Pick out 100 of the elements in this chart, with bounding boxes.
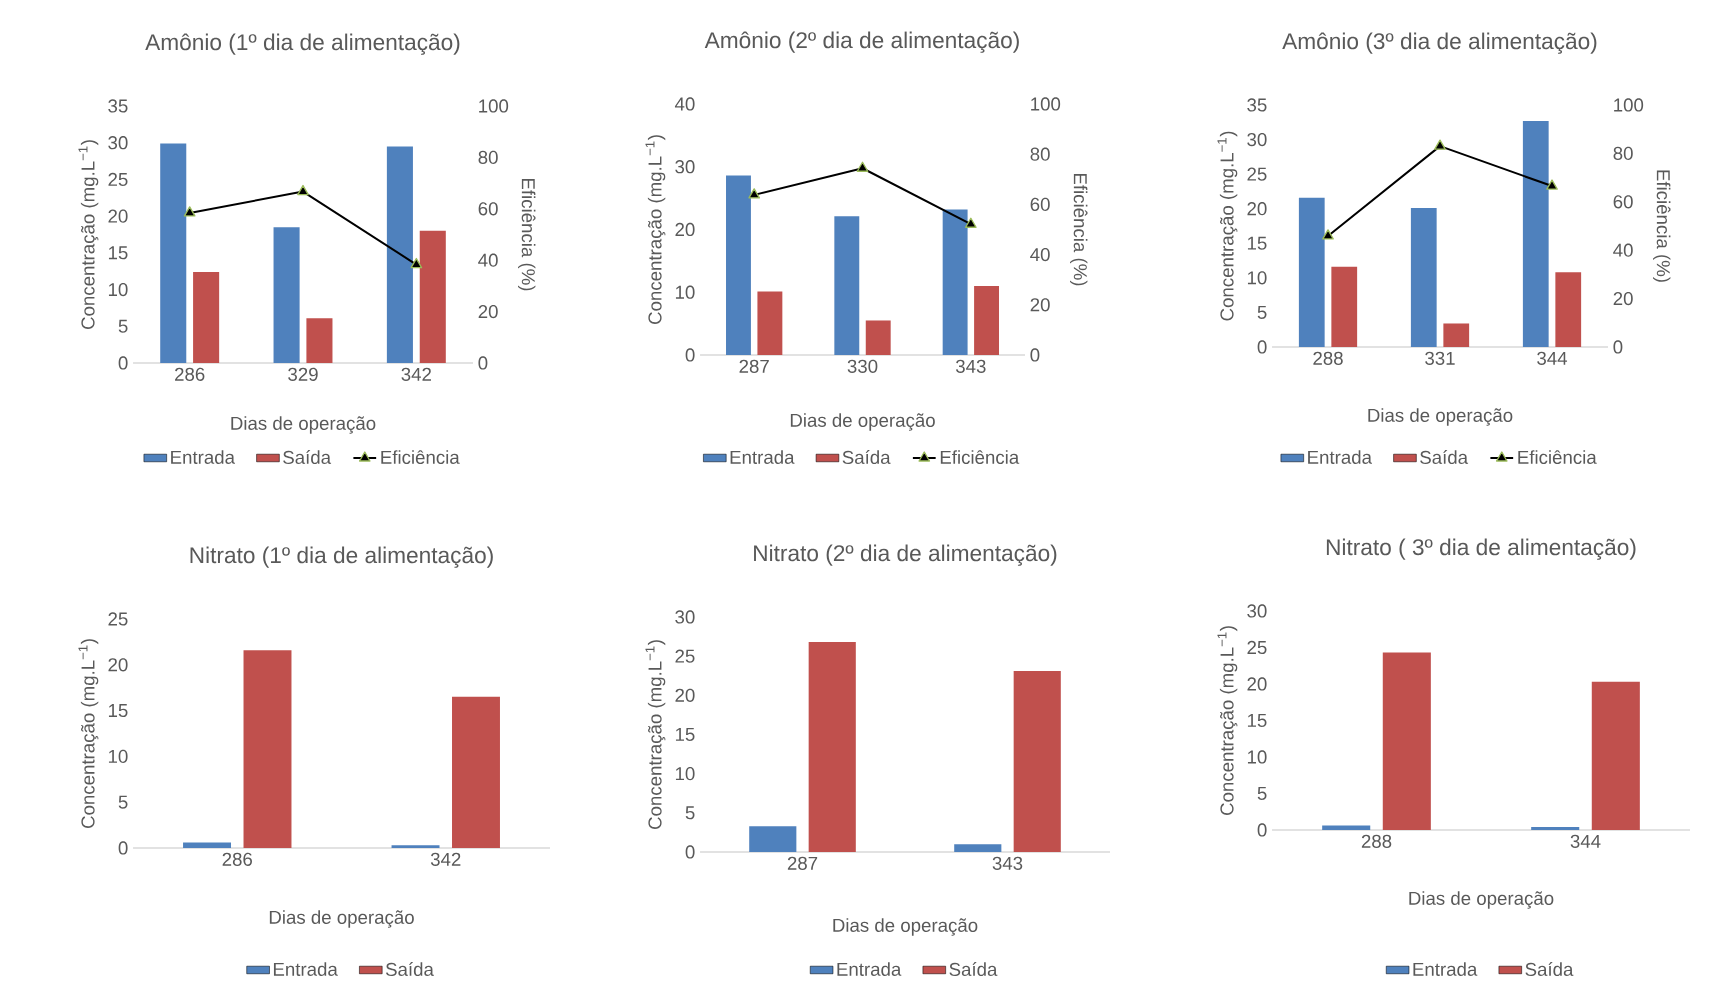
y-tick-label: 25 <box>108 172 128 187</box>
y-tick-label: 10 <box>675 285 695 299</box>
y-tick-label: 20 <box>108 209 128 223</box>
y-tick-label: 5 <box>1257 786 1267 801</box>
y2-tick-label: 0 <box>478 356 488 370</box>
x-tick-label: 342 <box>430 852 461 866</box>
bar <box>1322 825 1371 830</box>
bar <box>942 209 968 355</box>
legend-label: Saída <box>1525 962 1574 977</box>
y-tick-label: 15 <box>108 246 128 260</box>
bar <box>757 291 783 355</box>
legend-label: Eficiência <box>381 450 460 464</box>
bar <box>306 318 333 363</box>
legend-label: Entrada <box>1413 962 1478 976</box>
y-tick-label: 25 <box>108 612 128 626</box>
legend-label: Eficiência <box>940 450 1020 464</box>
y2-axis-title: Eficiência (%) <box>518 178 536 291</box>
point <box>410 257 423 269</box>
y2-tick-label: 60 <box>478 202 498 216</box>
y-tick-label: 0 <box>1257 340 1267 354</box>
legend-label: Saída <box>283 450 332 465</box>
chart-title: Amônio (1º dia de alimentação) <box>145 33 460 55</box>
x-tick-label: 331 <box>1425 351 1455 365</box>
y-axis-title: Concentração (mg.L$^{−1}$) <box>1217 626 1238 815</box>
y-tick-label: 5 <box>118 795 128 809</box>
bar <box>1410 208 1437 347</box>
bar <box>1591 681 1640 830</box>
y-tick-label: 0 <box>118 356 128 370</box>
x-tick-label: 286 <box>175 367 205 381</box>
bar <box>1555 272 1582 347</box>
y2-tick-label: 80 <box>1030 147 1050 161</box>
y-tick-label: 15 <box>1247 236 1267 250</box>
y-tick-label: 15 <box>675 727 695 742</box>
y-tick-label: 30 <box>1247 132 1267 147</box>
y-tick-label: 20 <box>1247 202 1267 216</box>
y-tick-label: 30 <box>108 136 128 150</box>
y-tick-label: 35 <box>108 99 128 113</box>
y-tick-label: 10 <box>1247 271 1267 285</box>
y-tick-label: 0 <box>685 348 695 362</box>
y-tick-label: 20 <box>108 658 128 672</box>
bar <box>834 216 860 355</box>
x-axis-title: Dias de operação <box>269 910 414 928</box>
x-tick-label: 286 <box>222 852 252 866</box>
chart-title: Nitrato ( 3º dia de alimentação) <box>1326 538 1636 560</box>
bar <box>974 285 1000 355</box>
y2-tick-label: 100 <box>479 99 509 113</box>
y-tick-label: 30 <box>675 610 695 624</box>
y2-tick-label: 60 <box>1030 197 1050 211</box>
bar <box>391 845 440 848</box>
y2-tick-label: 20 <box>1613 291 1633 306</box>
y2-tick-label: 100 <box>1031 97 1061 111</box>
point <box>183 206 196 217</box>
x-axis-title: Dias de operação <box>833 918 978 936</box>
point <box>297 184 309 196</box>
x-axis-title: Dias de operação <box>231 416 376 434</box>
point <box>1322 229 1334 240</box>
y2-tick-label: 40 <box>1613 243 1633 257</box>
y-axis-title: Concentração (mg.L$^{−1}$) <box>78 140 99 329</box>
bar <box>193 271 220 363</box>
bar <box>808 642 856 852</box>
point <box>1434 139 1446 150</box>
y-tick-label: 10 <box>1247 750 1267 764</box>
y-tick-label: 0 <box>1257 823 1267 837</box>
bar <box>452 696 500 848</box>
legend-label: Eficiência <box>1518 450 1597 464</box>
legend-label: Entrada <box>730 450 795 464</box>
bar <box>183 842 232 848</box>
x-tick-label: 287 <box>787 856 818 870</box>
y2-axis-title: Eficiência (%) <box>1070 173 1088 286</box>
chart-title: Nitrato (2º dia de alimentação) <box>754 544 1057 566</box>
y2-tick-label: 0 <box>1613 340 1623 354</box>
y-tick-label: 40 <box>674 97 695 111</box>
y-tick-label: 30 <box>1247 604 1267 618</box>
y-tick-label: 10 <box>108 282 128 297</box>
bar <box>1298 197 1325 347</box>
y-tick-label: 30 <box>675 160 695 174</box>
y2-tick-label: 100 <box>1614 98 1644 112</box>
y-tick-label: 10 <box>675 767 695 781</box>
x-tick-label: 343 <box>992 856 1023 870</box>
y2-tick-label: 20 <box>478 304 498 319</box>
chart-title: Nitrato (1º dia de alimentação) <box>190 546 493 568</box>
legend-label: Entrada <box>273 962 338 976</box>
legend-label: Entrada <box>171 450 235 464</box>
y-tick-label: 15 <box>1247 713 1267 728</box>
legend-label: Saída <box>385 962 434 977</box>
bar <box>273 227 300 363</box>
bar <box>243 650 292 848</box>
bar <box>1013 671 1061 852</box>
y-tick-label: 20 <box>675 222 695 237</box>
point <box>856 161 869 172</box>
x-axis-title: Dias de operação <box>1368 408 1513 426</box>
y-tick-label: 25 <box>1247 640 1267 655</box>
x-axis-title: Dias de operação <box>790 413 935 431</box>
y2-tick-label: 0 <box>1030 348 1040 362</box>
bar <box>726 175 751 355</box>
y-axis-title: Concentração (mg.L$^{−1}$) <box>645 640 666 829</box>
y-axis-title: Concentração (mg.L$^{−1}$) <box>1217 131 1238 321</box>
point <box>964 217 977 228</box>
y-axis-title: Concentração (mg.L$^{−1}$) <box>645 135 666 324</box>
bar <box>1443 323 1470 347</box>
